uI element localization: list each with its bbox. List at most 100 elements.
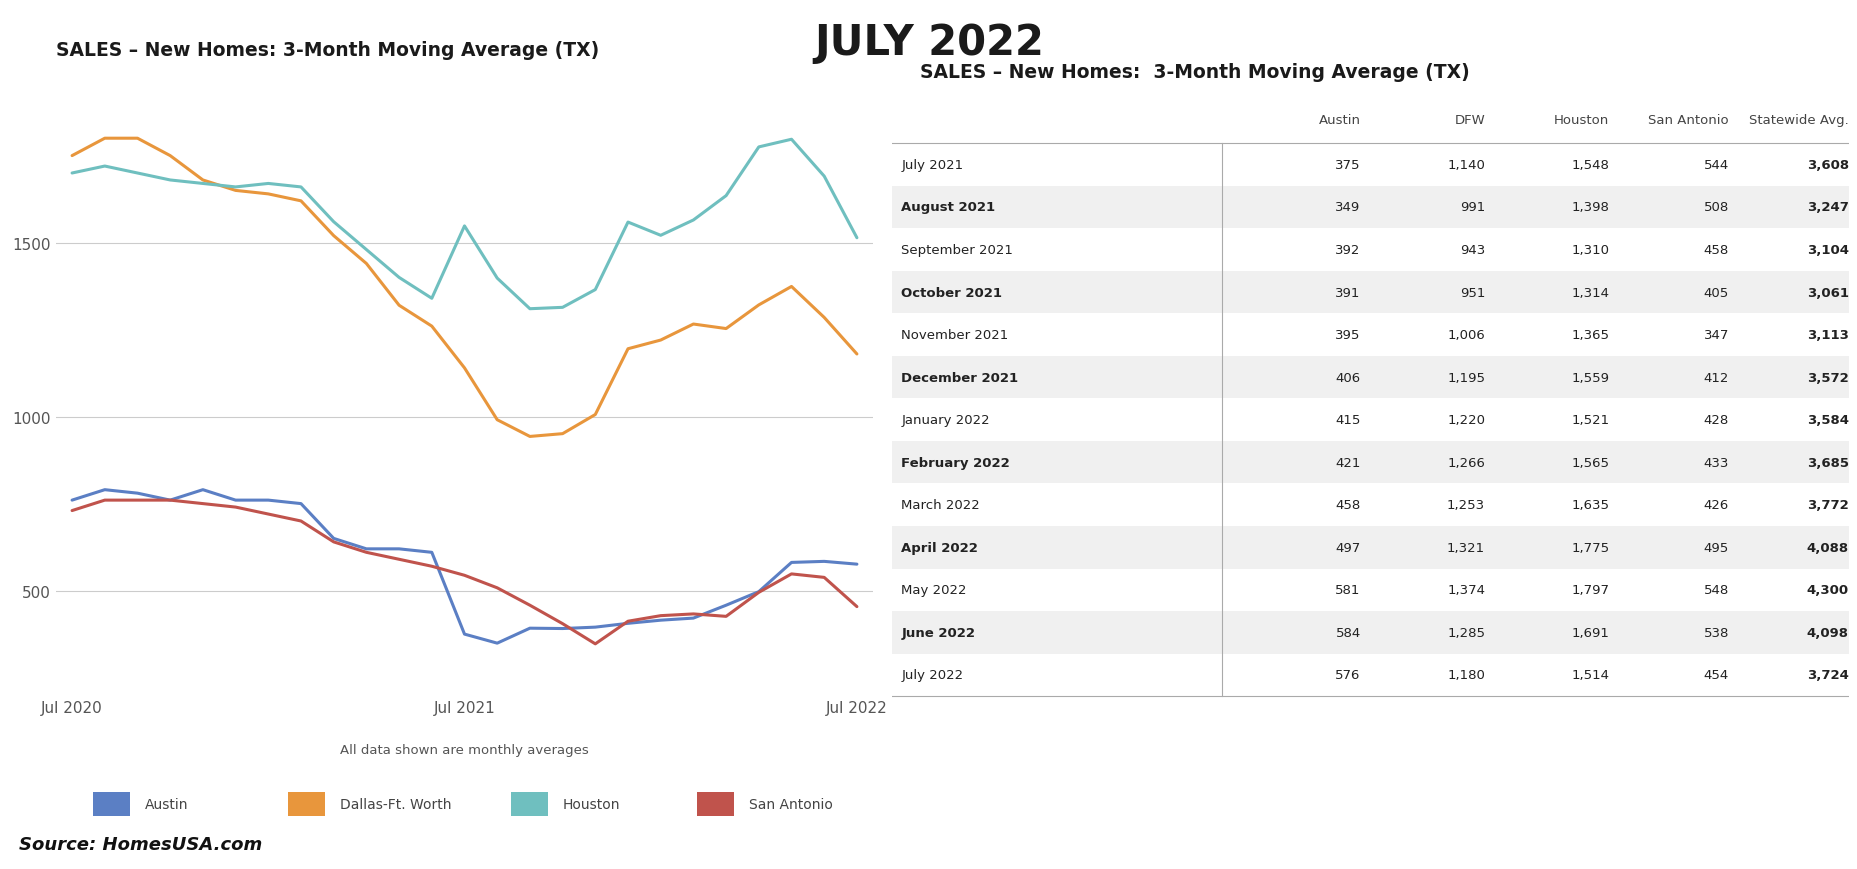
Text: JULY 2022: JULY 2022 <box>813 22 1044 63</box>
Text: 1,398: 1,398 <box>1571 201 1608 214</box>
Text: 1,374: 1,374 <box>1447 584 1484 597</box>
Text: Source: HomesUSA.com: Source: HomesUSA.com <box>19 835 262 853</box>
Text: 1,514: 1,514 <box>1571 668 1608 681</box>
Text: 1,321: 1,321 <box>1447 541 1484 554</box>
Text: All data shown are monthly averages: All data shown are monthly averages <box>340 743 589 756</box>
Text: Houston: Houston <box>1554 114 1608 127</box>
Text: San Antonio: San Antonio <box>1647 114 1729 127</box>
FancyBboxPatch shape <box>891 441 1848 484</box>
Text: 991: 991 <box>1460 201 1484 214</box>
Text: Austin: Austin <box>145 797 188 811</box>
Text: September 2021: September 2021 <box>901 243 1012 256</box>
Text: 1,266: 1,266 <box>1447 456 1484 469</box>
Text: 3,772: 3,772 <box>1807 499 1848 512</box>
Text: 1,180: 1,180 <box>1447 668 1484 681</box>
Text: 349: 349 <box>1335 201 1359 214</box>
Text: Houston: Houston <box>563 797 620 811</box>
Text: 1,565: 1,565 <box>1571 456 1608 469</box>
Text: 951: 951 <box>1460 286 1484 299</box>
Text: Statewide Avg.: Statewide Avg. <box>1747 114 1848 127</box>
Text: December 2021: December 2021 <box>901 371 1018 384</box>
Text: 395: 395 <box>1335 328 1359 342</box>
Text: 1,559: 1,559 <box>1571 371 1608 384</box>
Text: San Antonio: San Antonio <box>748 797 832 811</box>
Text: November 2021: November 2021 <box>901 328 1008 342</box>
Text: 4,098: 4,098 <box>1805 627 1848 640</box>
Text: 1,635: 1,635 <box>1571 499 1608 512</box>
FancyBboxPatch shape <box>891 229 1848 271</box>
FancyBboxPatch shape <box>891 144 1848 187</box>
Text: January 2022: January 2022 <box>901 414 990 427</box>
Text: 495: 495 <box>1703 541 1729 554</box>
FancyBboxPatch shape <box>891 271 1848 314</box>
Text: 391: 391 <box>1335 286 1359 299</box>
Text: 1,365: 1,365 <box>1571 328 1608 342</box>
Text: August 2021: August 2021 <box>901 201 995 214</box>
Text: 454: 454 <box>1703 668 1729 681</box>
Text: 3,113: 3,113 <box>1805 328 1848 342</box>
Text: 3,608: 3,608 <box>1805 159 1848 172</box>
Text: 943: 943 <box>1460 243 1484 256</box>
Text: June 2022: June 2022 <box>901 627 975 640</box>
Text: 428: 428 <box>1703 414 1729 427</box>
Text: 1,310: 1,310 <box>1571 243 1608 256</box>
Text: 538: 538 <box>1703 627 1729 640</box>
Text: 1,521: 1,521 <box>1571 414 1608 427</box>
Text: 1,140: 1,140 <box>1447 159 1484 172</box>
Text: SALES – New Homes:  3-Month Moving Average (TX): SALES – New Homes: 3-Month Moving Averag… <box>919 63 1469 82</box>
Text: 1,775: 1,775 <box>1571 541 1608 554</box>
Text: July 2022: July 2022 <box>901 668 964 681</box>
Text: 4,088: 4,088 <box>1805 541 1848 554</box>
Text: 576: 576 <box>1335 668 1359 681</box>
FancyBboxPatch shape <box>891 314 1848 356</box>
Text: Dallas-Ft. Worth: Dallas-Ft. Worth <box>340 797 451 811</box>
Text: Austin: Austin <box>1318 114 1359 127</box>
Text: 3,061: 3,061 <box>1805 286 1848 299</box>
Text: 548: 548 <box>1703 584 1729 597</box>
Text: 347: 347 <box>1703 328 1729 342</box>
Text: 1,220: 1,220 <box>1447 414 1484 427</box>
Text: 581: 581 <box>1335 584 1359 597</box>
Text: 421: 421 <box>1335 456 1359 469</box>
Text: 458: 458 <box>1703 243 1729 256</box>
Text: 3,685: 3,685 <box>1805 456 1848 469</box>
Text: 4,300: 4,300 <box>1805 584 1848 597</box>
Text: 433: 433 <box>1703 456 1729 469</box>
FancyBboxPatch shape <box>891 484 1848 527</box>
Text: July 2021: July 2021 <box>901 159 964 172</box>
Text: 415: 415 <box>1335 414 1359 427</box>
Text: SALES – New Homes: 3-Month Moving Average (TX): SALES – New Homes: 3-Month Moving Averag… <box>56 41 598 60</box>
Text: February 2022: February 2022 <box>901 456 1010 469</box>
Text: 1,006: 1,006 <box>1447 328 1484 342</box>
Text: 1,314: 1,314 <box>1571 286 1608 299</box>
Text: 3,724: 3,724 <box>1805 668 1848 681</box>
Text: 1,253: 1,253 <box>1447 499 1484 512</box>
Text: 1,797: 1,797 <box>1571 584 1608 597</box>
FancyBboxPatch shape <box>891 356 1848 399</box>
Text: 392: 392 <box>1335 243 1359 256</box>
Text: 406: 406 <box>1335 371 1359 384</box>
Text: 1,691: 1,691 <box>1571 627 1608 640</box>
Text: 3,104: 3,104 <box>1805 243 1848 256</box>
Text: DFW: DFW <box>1454 114 1484 127</box>
Text: 412: 412 <box>1703 371 1729 384</box>
FancyBboxPatch shape <box>891 187 1848 229</box>
Text: May 2022: May 2022 <box>901 584 966 597</box>
FancyBboxPatch shape <box>891 612 1848 653</box>
Text: 584: 584 <box>1335 627 1359 640</box>
Text: 405: 405 <box>1703 286 1729 299</box>
Text: October 2021: October 2021 <box>901 286 1003 299</box>
FancyBboxPatch shape <box>891 399 1848 441</box>
FancyBboxPatch shape <box>891 527 1848 569</box>
Text: 426: 426 <box>1703 499 1729 512</box>
Text: 3,572: 3,572 <box>1807 371 1848 384</box>
Text: 544: 544 <box>1703 159 1729 172</box>
Text: 3,584: 3,584 <box>1805 414 1848 427</box>
FancyBboxPatch shape <box>891 653 1848 696</box>
Text: 1,195: 1,195 <box>1447 371 1484 384</box>
Text: 375: 375 <box>1335 159 1359 172</box>
FancyBboxPatch shape <box>891 569 1848 612</box>
Text: April 2022: April 2022 <box>901 541 979 554</box>
Text: 497: 497 <box>1335 541 1359 554</box>
Text: 1,548: 1,548 <box>1571 159 1608 172</box>
